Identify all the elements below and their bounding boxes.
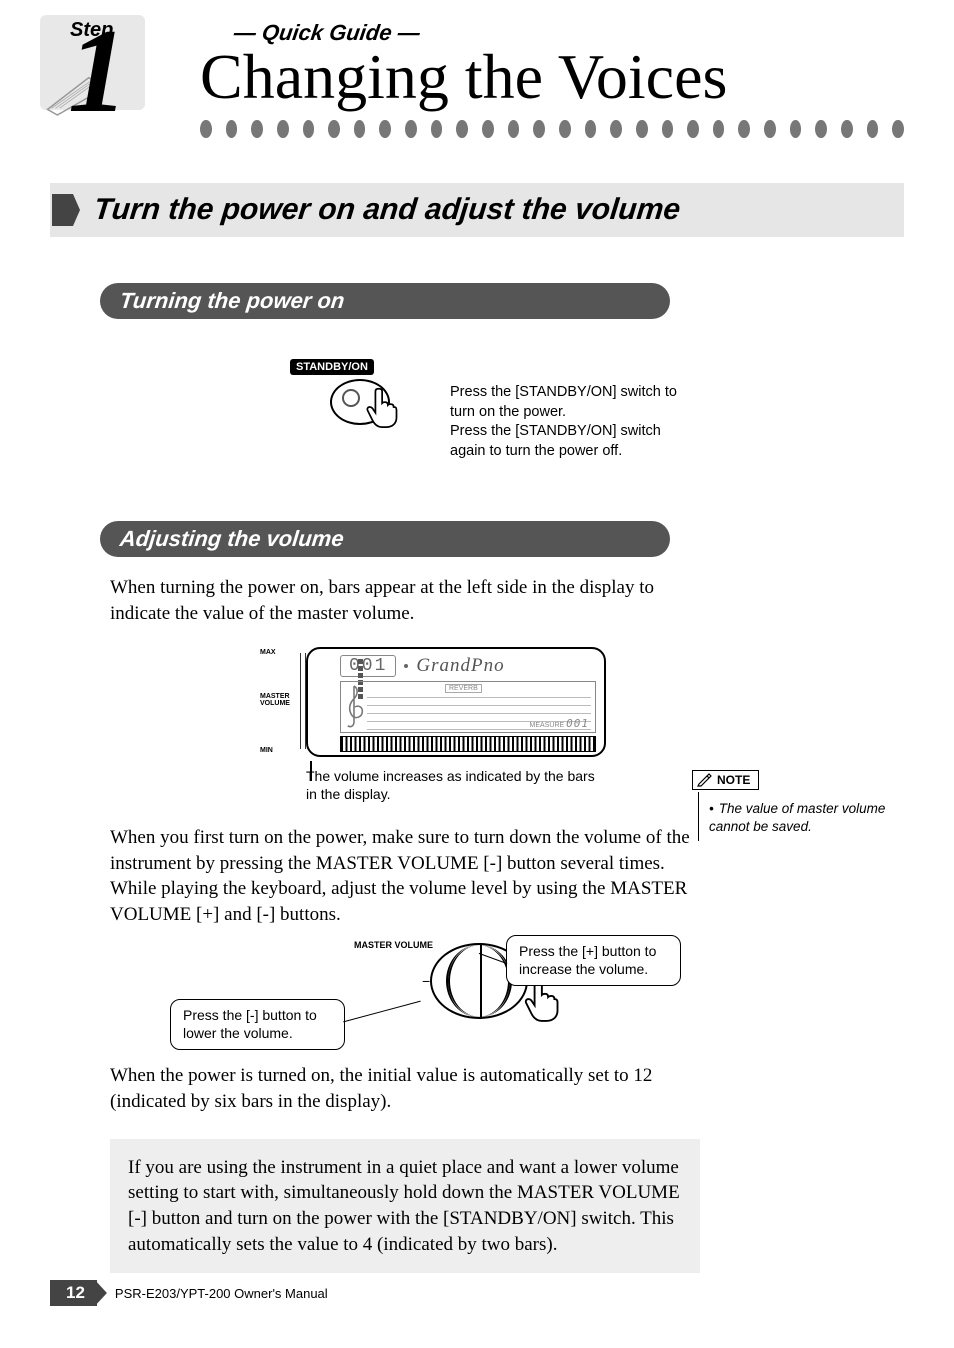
- page-title: Changing the Voices: [200, 40, 904, 114]
- lcd-display: 001 GrandPno REVERB MEASURE 001: [306, 647, 606, 757]
- voice-name: GrandPno: [416, 655, 504, 677]
- subsection-title: Turning the power on: [119, 288, 346, 314]
- note-heading: NOTE: [692, 770, 759, 790]
- display-min-label: MIN: [260, 747, 273, 754]
- section-marker-icon: [52, 194, 80, 226]
- voice-number: 001: [340, 655, 396, 677]
- step-badge: Step 1: [40, 15, 170, 135]
- figure-display: MAX MASTER VOLUME MIN 001 GrandPno REVER…: [260, 647, 620, 803]
- figure-master-volume: MASTER VOLUME − + Press the [-] button t…: [180, 943, 904, 1053]
- section-title: Turn the power on and adjust the volume: [92, 193, 682, 227]
- minus-icon: −: [422, 973, 430, 989]
- footer-model: PSR-E203/YPT-200 Owner's Manual: [115, 1286, 328, 1301]
- tip-box: If you are using the instrument in a qui…: [110, 1139, 700, 1274]
- keyboard-display-icon: [340, 736, 596, 752]
- callout-plus: Press the [+] button to increase the vol…: [506, 935, 681, 986]
- page-header: Step 1 — Quick Guide — Changing the Voic…: [50, 0, 904, 145]
- note-text: • The value of master volume cannot be s…: [698, 792, 902, 841]
- display-master-label: MASTER VOLUME: [260, 693, 290, 707]
- staff-display: REVERB MEASURE 001: [340, 681, 596, 733]
- measure-label: MEASURE: [530, 722, 565, 729]
- subsection-heading-power: Turning the power on: [100, 283, 670, 319]
- power-caption: Press the [STANDBY/ON] switch to turn on…: [450, 383, 680, 461]
- note-box: NOTE • The value of master volume cannot…: [692, 770, 902, 841]
- step-number: 1: [68, 11, 128, 131]
- subsection-heading-volume: Adjusting the volume: [100, 521, 670, 557]
- subsection-title: Adjusting the volume: [119, 526, 345, 552]
- page-number: 12: [50, 1280, 97, 1306]
- standby-label: STANDBY/ON: [290, 359, 374, 375]
- standby-button-figure: STANDBY/ON: [290, 357, 420, 425]
- volume-para3: When the power is turned on, the initial…: [110, 1063, 690, 1114]
- measure-value: 001: [566, 717, 589, 730]
- master-volume-label: MASTER VOLUME: [354, 940, 433, 950]
- volume-para2: When you first turn on the power, make s…: [110, 825, 690, 928]
- volume-intro-text: When turning the power on, bars appear a…: [110, 575, 690, 626]
- quick-guide-label: — Quick Guide —: [232, 20, 421, 46]
- display-caption: The volume increases as indicated by the…: [306, 767, 606, 803]
- reverb-label: REVERB: [445, 684, 482, 693]
- treble-clef-icon: [343, 684, 365, 730]
- hand-pointer-icon: [362, 383, 408, 429]
- section-heading: Turn the power on and adjust the volume: [50, 183, 904, 237]
- callout-minus: Press the [-] button to lower the volume…: [170, 999, 345, 1050]
- display-max-label: MAX: [260, 649, 276, 656]
- figure-power-on: STANDBY/ON Press the [STANDBY/ON] switch…: [290, 357, 904, 461]
- note-pencil-icon: [697, 773, 713, 787]
- page-footer: 12 PSR-E203/YPT-200 Owner's Manual: [50, 1280, 904, 1306]
- decorative-dots: [200, 120, 904, 138]
